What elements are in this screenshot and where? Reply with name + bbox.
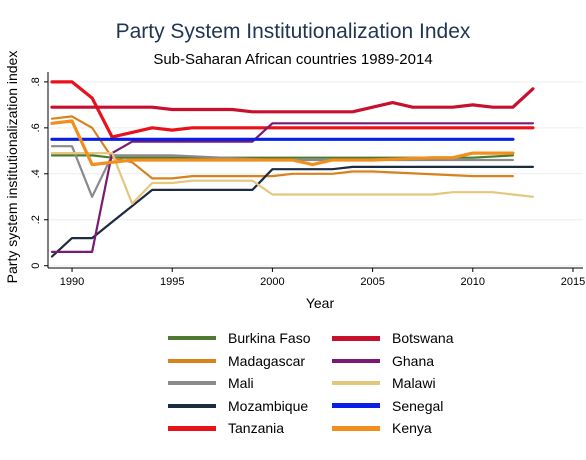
x-tick-label: 2005 [360, 276, 384, 288]
legend-item-burkina-faso: Burkina Faso [168, 328, 310, 348]
legend-item-tanzania: Tanzania [168, 418, 284, 438]
axes: 0 .2 .4 .6 .8 1990 1995 2000 2005 2010 2015 [30, 72, 585, 288]
series-line-mali [50, 145, 515, 198]
x-axis-title: Year [306, 295, 335, 311]
chart-title: Party System Institutionalization Index [115, 20, 471, 43]
legend-swatch [168, 381, 216, 385]
y-axis-title: Party system institutionalization index [4, 51, 20, 284]
legend-swatch [332, 425, 380, 431]
series-line-kenya [50, 119, 515, 167]
legend-label: Botswana [392, 330, 454, 346]
y-tick-label: 0 [30, 263, 42, 269]
legend-swatch [168, 336, 216, 340]
x-tick-label: 2000 [260, 276, 284, 288]
legend-item-madagascar: Madagascar [168, 351, 305, 371]
series-line-botswana [50, 87, 535, 114]
series-line-madagascar [50, 115, 515, 180]
legend-label: Senegal [392, 397, 444, 414]
legend-item-mali: Mali [168, 373, 254, 393]
x-tick-label: 1990 [60, 276, 84, 288]
legend-item-botswana: Botswana [332, 328, 453, 348]
chart-subtitle: Sub-Saharan African countries 1989-2014 [153, 51, 433, 68]
legend-label: Kenya [392, 420, 432, 436]
legend-label: Burkina Faso [228, 330, 311, 346]
legend-label: Mali [228, 375, 254, 391]
legend-swatch [168, 358, 216, 363]
legend-label: Mozambique [228, 397, 309, 414]
series-lines [50, 80, 535, 258]
legend-swatch [332, 335, 380, 341]
legend-swatch [332, 403, 380, 408]
y-tick-label: .6 [30, 123, 42, 132]
y-tick-label: .8 [30, 77, 42, 86]
line-chart: 0 .2 .4 .6 .8 1990 1995 2000 2005 2010 2015 Year P… [4, 51, 585, 311]
legend-item-mozambique: Mozambique [168, 396, 308, 416]
legend-item-senegal: Senegal [332, 396, 443, 416]
x-tick-label: 2010 [461, 276, 485, 288]
legend-swatch [168, 403, 216, 408]
legend-item-kenya: Kenya [332, 418, 432, 438]
legend-swatch [332, 358, 380, 363]
series-line-ghana [50, 122, 535, 253]
series-line-tanzania [50, 80, 535, 139]
legend-swatch [168, 425, 216, 431]
y-tick-label: .2 [30, 215, 42, 224]
legend-item-ghana: Ghana [332, 351, 434, 371]
legend-swatch [332, 381, 380, 385]
x-tick-label: 1995 [160, 276, 184, 288]
legend-label: Malawi [392, 375, 436, 391]
chart-legend: Burkina Faso Madagascar Mali Mozambique Tanz… [0, 320, 586, 450]
series-line-mozambique [50, 165, 535, 258]
legend-label: Madagascar [228, 352, 306, 369]
legend-label: Tanzania [228, 420, 285, 436]
x-tick-label: 2015 [561, 276, 585, 288]
y-tick-label: .4 [30, 169, 42, 178]
legend-label: Ghana [392, 352, 435, 369]
legend-item-malawi: Malawi [332, 373, 436, 393]
